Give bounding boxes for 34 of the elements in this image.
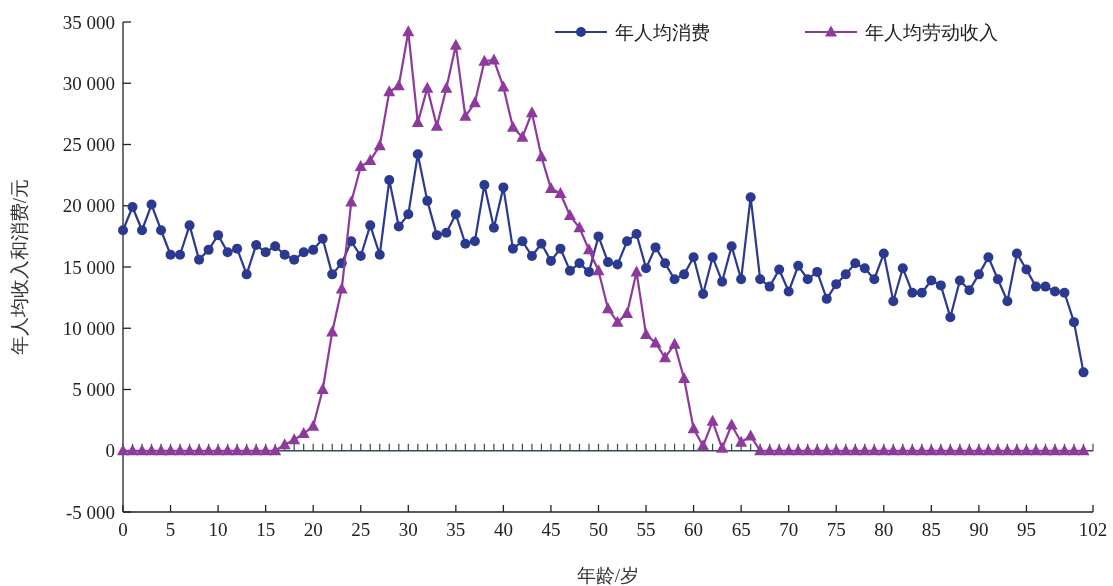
y-tick-label: 25 000 <box>62 134 115 156</box>
y-tick-label: 30 000 <box>62 72 115 94</box>
x-tick-label: 5 <box>165 519 176 540</box>
x-axis-title: 年龄/岁 <box>576 565 640 586</box>
x-tick-label: 0 <box>118 519 128 540</box>
y-tick-label: 20 000 <box>62 195 115 217</box>
x-tick-label: 85 <box>921 519 941 540</box>
x-tick-label: 80 <box>874 519 894 540</box>
x-tick-label: 50 <box>588 519 608 540</box>
y-tick-label: 0 <box>105 440 115 462</box>
x-tick-label: 35 <box>446 519 466 540</box>
x-tick-label: 75 <box>826 519 846 540</box>
x-tick-label: 102 <box>1078 519 1108 540</box>
x-tick-label: 30 <box>398 519 418 540</box>
y-tick-label: 5 000 <box>72 379 115 401</box>
x-tick-label: 65 <box>731 519 751 540</box>
y-axis-title: 年人均收入和消费/元 <box>9 178 30 356</box>
x-tick-label: 20 <box>303 519 323 540</box>
x-tick-label: 95 <box>1016 519 1036 540</box>
x-tick-label: 60 <box>684 519 704 540</box>
x-tick-label: 25 <box>351 519 371 540</box>
y-tick-label: 35 000 <box>62 11 115 33</box>
x-tick-label: 10 <box>208 519 228 540</box>
y-tick-label: 10 000 <box>62 317 115 339</box>
y-tick-label: -5 000 <box>65 501 115 523</box>
legend-label: 年人均劳动收入 <box>865 21 998 43</box>
x-tick-label: 15 <box>256 519 276 540</box>
x-tick-label: 90 <box>969 519 989 540</box>
x-tick-label: 40 <box>493 519 513 540</box>
x-tick-label: 55 <box>636 519 656 540</box>
legend-label: 年人均消费 <box>615 21 710 43</box>
x-tick-label: 45 <box>541 519 561 540</box>
x-tick-label: 70 <box>779 519 799 540</box>
y-tick-label: 15 000 <box>62 256 115 278</box>
